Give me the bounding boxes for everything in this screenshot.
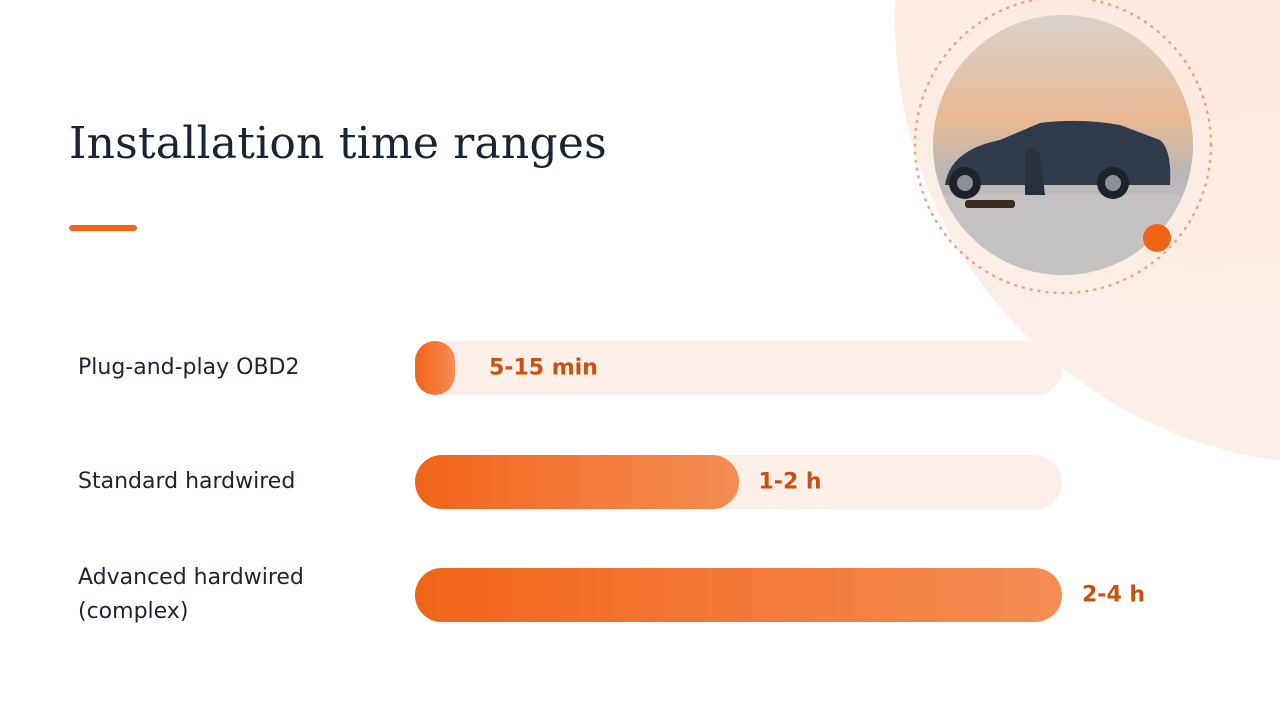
bar <box>415 341 456 395</box>
title-underline <box>69 225 137 231</box>
bar-track <box>415 341 1062 395</box>
chart-title: Installation time ranges <box>69 118 607 169</box>
value-label: 1-2 h <box>758 469 822 495</box>
bar <box>415 455 739 509</box>
value-label: 5-15 min <box>489 355 598 381</box>
category-label: Plug-and-play OBD2 <box>78 355 300 380</box>
accent-dot <box>1143 224 1171 252</box>
dotted-ring <box>913 0 1213 295</box>
category-label: Standard hardwired <box>78 469 296 494</box>
category-label: Advanced hardwired (complex) <box>78 565 304 624</box>
bar <box>415 568 1062 622</box>
value-label: 2-4 h <box>1082 582 1146 608</box>
